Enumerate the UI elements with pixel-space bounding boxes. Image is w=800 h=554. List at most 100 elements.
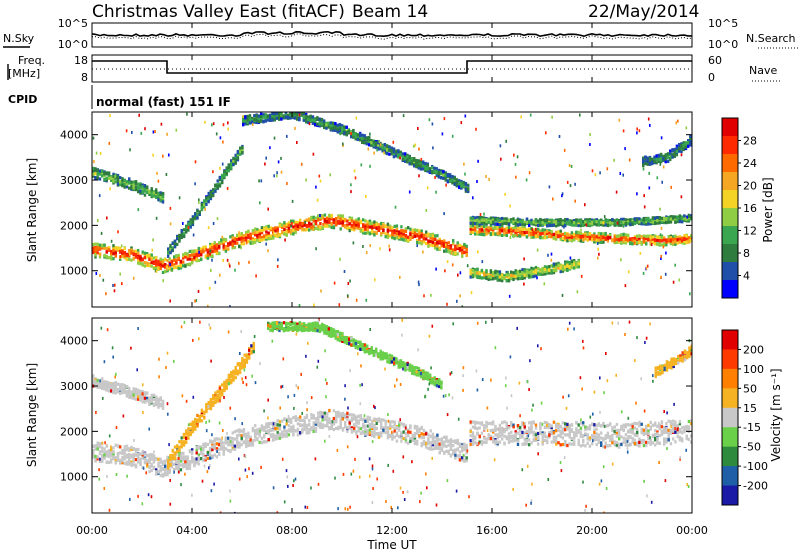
data-cell <box>539 229 542 233</box>
data-cell <box>343 131 346 135</box>
data-cell <box>564 218 567 222</box>
data-cell <box>269 226 273 230</box>
data-cell <box>193 249 196 253</box>
data-cell <box>186 460 189 464</box>
data-cell <box>274 229 277 233</box>
data-cell <box>368 140 371 145</box>
data-cell <box>684 141 688 145</box>
data-cell <box>532 222 535 226</box>
data-cell <box>655 154 658 158</box>
data-cell <box>283 221 286 225</box>
data-cell <box>348 217 351 221</box>
data-cell <box>175 459 178 463</box>
data-cell <box>334 128 337 132</box>
data-cell <box>431 240 435 245</box>
data-cell <box>97 219 99 223</box>
data-cell <box>519 229 522 233</box>
data-cell <box>362 218 365 222</box>
data-cell <box>116 444 120 448</box>
data-cell <box>543 267 547 271</box>
data-cell <box>327 125 330 129</box>
station-title: Christmas Valley East (fitACF) <box>92 2 345 22</box>
data-cell <box>307 120 310 125</box>
data-cell <box>299 218 302 222</box>
data-cell <box>101 244 104 248</box>
data-cell <box>209 197 213 201</box>
data-cell <box>382 230 385 235</box>
colorbar-swatch <box>722 262 738 281</box>
data-cell <box>636 218 639 222</box>
data-cell <box>520 115 522 119</box>
data-cell <box>157 198 160 202</box>
data-cell <box>121 461 124 465</box>
data-cell <box>690 234 692 238</box>
data-cell <box>143 256 147 260</box>
data-cell <box>463 162 465 166</box>
data-cell <box>112 248 115 252</box>
data-cell <box>510 232 513 236</box>
data-cell <box>658 217 661 221</box>
data-cell <box>546 235 549 239</box>
data-cell <box>395 149 398 153</box>
data-cell <box>242 238 246 242</box>
data-cell <box>563 225 565 229</box>
data-cell <box>157 457 160 461</box>
data-cell <box>512 233 515 237</box>
data-cell <box>132 459 135 463</box>
data-cell <box>389 234 392 238</box>
data-cell <box>422 160 425 164</box>
data-cell <box>492 271 495 275</box>
data-cell <box>658 239 661 243</box>
data-cell <box>382 228 385 232</box>
data-cell <box>602 221 605 225</box>
data-cell <box>341 130 344 134</box>
data-cell <box>498 231 502 235</box>
data-cell <box>96 441 99 445</box>
data-cell <box>400 229 403 233</box>
data-cell <box>471 273 475 277</box>
data-cell <box>487 229 490 233</box>
data-cell <box>150 188 153 192</box>
data-cell <box>568 265 571 269</box>
data-cell <box>92 250 95 255</box>
y-tick-label: 2000 <box>60 219 88 232</box>
data-cell <box>94 457 97 461</box>
colorbar-swatch <box>722 190 738 209</box>
data-cell <box>597 247 599 251</box>
data-cell <box>251 123 254 127</box>
data-cell <box>296 224 300 228</box>
data-cell <box>399 153 402 157</box>
data-cell <box>618 223 621 227</box>
data-cell <box>159 193 162 197</box>
data-cell <box>209 252 211 256</box>
data-cell <box>132 252 135 256</box>
data-cell <box>203 205 206 209</box>
data-cell <box>489 273 493 277</box>
data-cell <box>402 229 405 233</box>
data-cell <box>123 185 126 189</box>
data-cell <box>347 282 350 285</box>
data-cell <box>169 222 172 226</box>
data-cell <box>368 225 372 229</box>
data-cell <box>152 238 154 242</box>
data-cell <box>427 239 430 243</box>
data-cell <box>440 241 444 245</box>
data-cell <box>515 175 517 179</box>
data-cell <box>683 216 686 220</box>
data-cell <box>445 243 447 247</box>
data-cell <box>418 236 421 240</box>
data-cell <box>112 252 115 256</box>
data-cell <box>552 232 556 236</box>
data-cell <box>676 235 679 239</box>
data-cell <box>182 228 186 232</box>
data-cell <box>164 468 167 472</box>
data-cell <box>119 249 122 253</box>
data-cell <box>386 232 390 236</box>
data-cell <box>146 190 149 194</box>
data-cell <box>364 223 367 227</box>
data-cell <box>337 216 340 220</box>
data-cell <box>624 237 628 242</box>
data-cell <box>539 223 542 227</box>
data-cell <box>130 448 133 452</box>
data-cell <box>320 122 324 126</box>
